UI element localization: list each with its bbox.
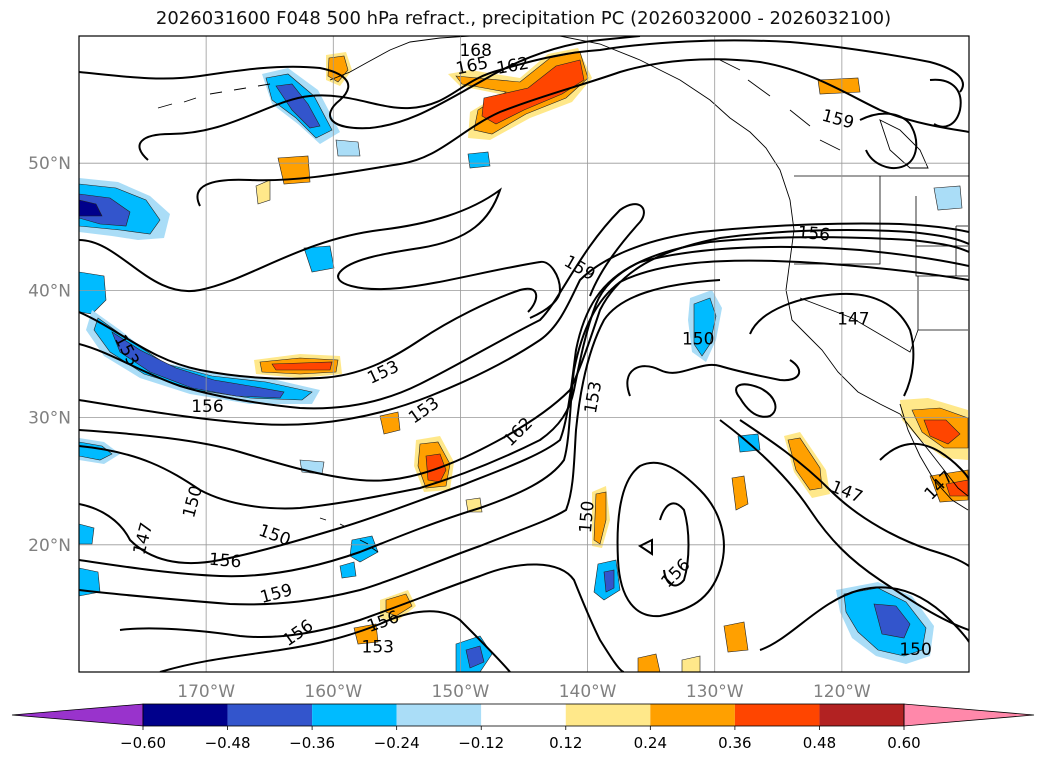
longitude-label: 120°W	[813, 682, 871, 702]
contour-label: 150	[576, 500, 599, 534]
gridlines	[79, 36, 969, 672]
contour-label: 150	[179, 484, 207, 521]
colorbar-tick-label: −0.12	[458, 734, 504, 752]
colorbar-tick-label: 0.12	[549, 734, 582, 752]
contour-label: 156	[797, 223, 831, 246]
contour-label: 147	[828, 477, 866, 508]
latitude-label: 20°N	[28, 536, 71, 556]
longitude-label: 150°W	[432, 682, 490, 702]
contour-label: 153	[362, 638, 394, 658]
latitude-label: 50°N	[28, 154, 71, 174]
contour-label: 156	[365, 607, 402, 637]
colorbar-segment	[481, 704, 566, 726]
contour-label: 153	[405, 393, 443, 428]
contour-label: 150	[899, 640, 931, 660]
latitude-label: 30°N	[28, 409, 71, 429]
colorbar-segment	[396, 704, 482, 726]
colorbar-tick-label: 0.48	[803, 734, 836, 752]
longitude-label: 160°W	[304, 682, 362, 702]
colorbar-extend-low	[11, 703, 144, 727]
latitude-labels: 50°N 40°N 30°N 20°N	[28, 154, 71, 556]
contour-label: 147	[130, 520, 158, 557]
contour-label: 156	[208, 550, 242, 573]
colorbar-tick-label: −0.60	[120, 734, 166, 752]
contour-label: 153	[364, 357, 402, 389]
contour-label: 159	[820, 106, 857, 134]
colorbar-segment	[734, 704, 820, 726]
colorbar-tick-label: 0.36	[718, 734, 751, 752]
contour-label: 168	[459, 41, 491, 61]
colorbar: −0.60 −0.48 −0.36 −0.24 −0.12 0.12 0.24 0.36 0.4…	[11, 703, 1035, 752]
map-frame	[78, 35, 970, 673]
contour-label: 153	[581, 380, 606, 415]
precipitation-shading	[79, 48, 969, 672]
contour-label: 156	[657, 555, 694, 592]
contour-label: 147	[837, 309, 869, 329]
colorbar-tick-label: −0.48	[205, 734, 251, 752]
colorbar-segment	[227, 704, 313, 726]
contour-label: 159	[258, 580, 295, 608]
colorbar-frame	[142, 703, 905, 727]
map-title: 2026031600 F048 500 hPa refract., precip…	[155, 8, 892, 29]
colorbar-tick-label: −0.24	[374, 734, 420, 752]
colorbar-segment	[650, 704, 735, 726]
latitude-label: 40°N	[28, 281, 71, 301]
colorbar-extend-high	[903, 703, 1035, 727]
refractivity-contours	[79, 36, 969, 672]
coastlines	[157, 36, 969, 553]
colorbar-tick-label: 0.60	[887, 734, 920, 752]
contour-label: 150	[256, 521, 293, 551]
colorbar-segment	[819, 704, 904, 726]
longitude-label: 130°W	[686, 682, 744, 702]
colorbar-tick-label: 0.24	[634, 734, 667, 752]
longitude-labels: 170°W 160°W 150°W 140°W 130°W 120°W	[177, 682, 871, 702]
longitude-label: 140°W	[559, 682, 617, 702]
colorbar-segment	[143, 704, 228, 726]
colorbar-segment	[565, 704, 651, 726]
contour-label: 156	[279, 616, 317, 651]
colorbar-segment	[312, 704, 397, 726]
longitude-label: 170°W	[177, 682, 235, 702]
contour-label: 156	[191, 397, 223, 417]
colorbar-tick-label: −0.36	[289, 734, 335, 752]
contour-label: 150	[682, 330, 714, 350]
